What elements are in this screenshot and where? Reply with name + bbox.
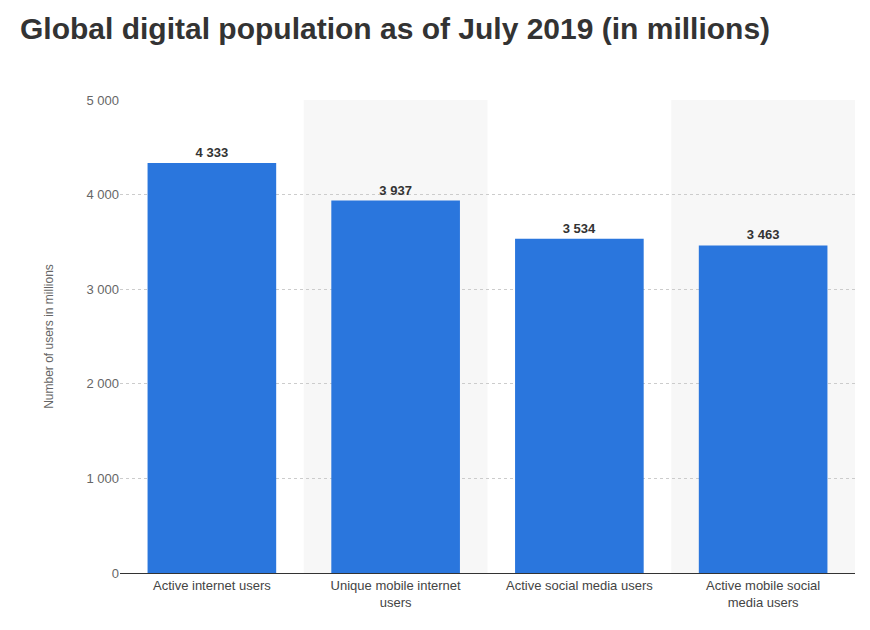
- svg-text:Global digital population as o: Global digital population as of July 201…: [20, 12, 770, 45]
- svg-text:Active mobile socialmedia user: Active mobile socialmedia users: [706, 578, 820, 610]
- svg-text:Unique mobile internetusers: Unique mobile internetusers: [331, 578, 461, 610]
- svg-text:4 000: 4 000: [86, 187, 119, 202]
- svg-text:5 000: 5 000: [86, 93, 119, 108]
- svg-text:4 333: 4 333: [196, 145, 229, 160]
- svg-text:Active internet users: Active internet users: [153, 578, 271, 593]
- svg-text:3 000: 3 000: [86, 282, 119, 297]
- svg-text:1 000: 1 000: [86, 471, 119, 486]
- svg-text:Active social media users: Active social media users: [506, 578, 653, 593]
- svg-text:3 937: 3 937: [379, 183, 412, 198]
- svg-text:0: 0: [112, 566, 119, 581]
- svg-text:3 463: 3 463: [747, 227, 780, 242]
- svg-text:2 000: 2 000: [86, 376, 119, 391]
- svg-text:3 534: 3 534: [563, 221, 596, 236]
- svg-text:Number of users in millions: Number of users in millions: [42, 264, 56, 409]
